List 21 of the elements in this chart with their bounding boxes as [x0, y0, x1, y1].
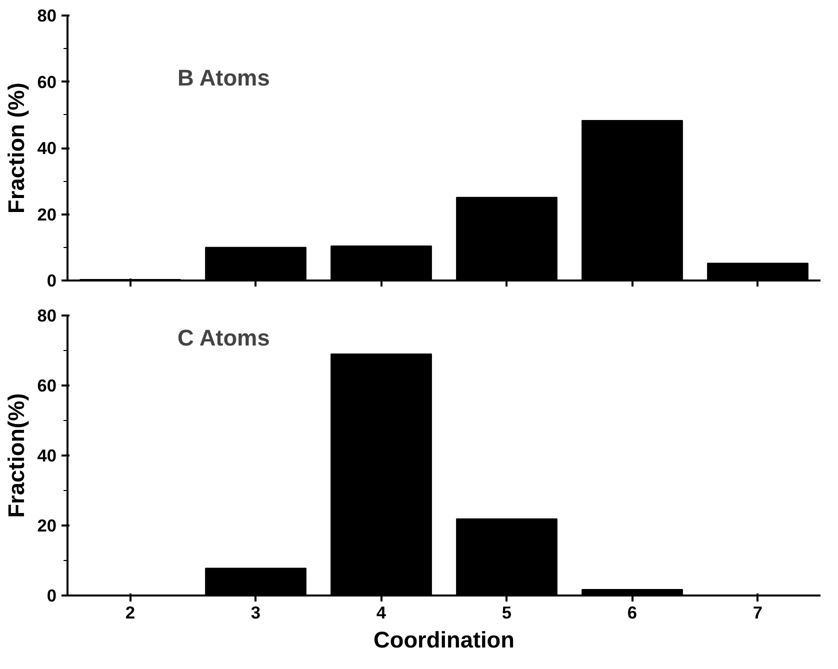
- annotation: C Atoms: [178, 324, 270, 350]
- y-tick-label: 40: [37, 138, 57, 158]
- x-tick-label: 6: [627, 602, 638, 622]
- x-tick-label: 4: [376, 602, 386, 622]
- y-axis-title: Fraction(%): [3, 393, 30, 518]
- x-tick-label: 5: [502, 602, 512, 622]
- y-tick-label: 0: [46, 586, 57, 606]
- y-tick-label: 20: [37, 204, 57, 224]
- y-tick-label: 60: [37, 72, 57, 92]
- y-tick-label: 0: [46, 270, 57, 290]
- x-axis-title: Coordination: [374, 626, 514, 652]
- y-tick-label: 80: [37, 306, 57, 326]
- x-tick-label: 3: [250, 602, 261, 622]
- x-tick-label: 7: [752, 602, 763, 622]
- y-tick-label: 60: [37, 376, 57, 396]
- y-tick-label: 20: [37, 516, 57, 536]
- y-axis-title: Fraction (%): [3, 82, 30, 214]
- y-tick-label: 80: [37, 6, 57, 26]
- y-tick-label: 40: [37, 446, 57, 466]
- x-tick-label: 2: [125, 602, 136, 622]
- annotation: B Atoms: [178, 64, 270, 90]
